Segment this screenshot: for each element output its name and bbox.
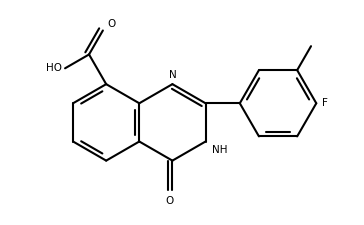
Text: NH: NH [212, 146, 228, 155]
Text: O: O [107, 18, 116, 29]
Text: N: N [169, 70, 176, 79]
Text: HO: HO [46, 63, 62, 73]
Text: O: O [166, 196, 174, 206]
Text: F: F [321, 98, 328, 108]
